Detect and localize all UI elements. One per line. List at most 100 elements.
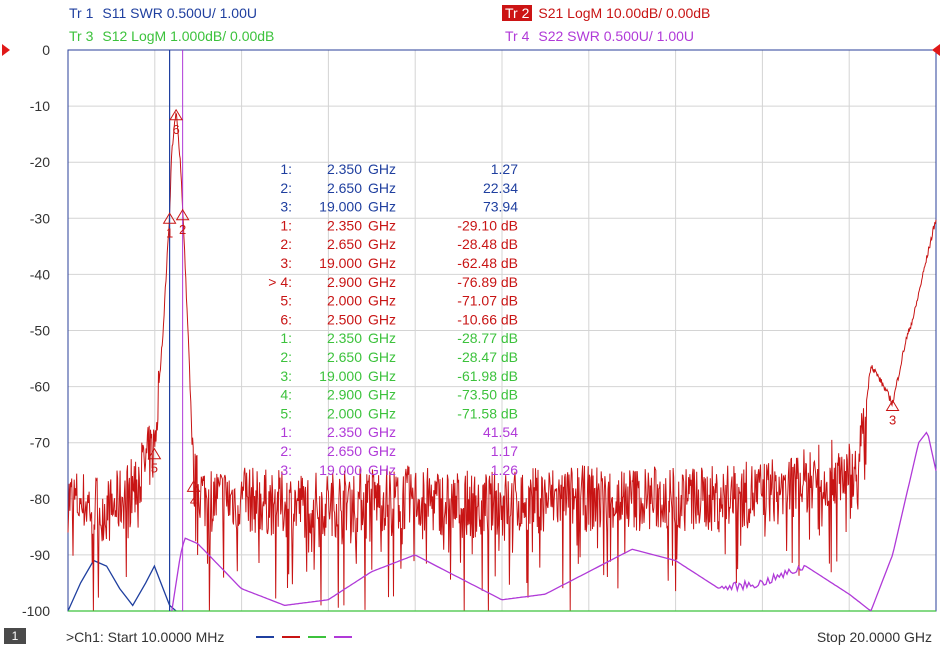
marker-table-index: 1: — [280, 217, 292, 233]
status-bar: 1 >Ch1: Start 10.0000 MHz Stop 20.0000 G… — [0, 624, 942, 650]
marker-table-unit: GHz — [368, 217, 396, 233]
trace-4-label: S22 SWR 0.500U/ 1.00U — [538, 28, 695, 44]
y-tick-label: -80 — [30, 491, 50, 507]
trace-1-header[interactable]: Tr 1 S11 SWR 0.500U/ 1.00U — [66, 5, 257, 21]
marker-5-triangle — [147, 447, 162, 460]
marker-table-frequency: 2.650 — [327, 443, 362, 459]
marker-table-unit: GHz — [368, 180, 396, 196]
marker-5-label: 5 — [151, 461, 158, 476]
marker-table-frequency: 2.900 — [327, 274, 362, 290]
marker-table-unit: GHz — [368, 368, 396, 384]
trace-1-label: S11 SWR 0.500U/ 1.00U — [102, 5, 257, 21]
marker-table-value: 1.27 — [491, 161, 518, 177]
marker-table-index: 6: — [280, 311, 292, 327]
marker-2-triangle — [175, 208, 190, 221]
legend-swatch-s22 — [334, 636, 352, 638]
marker-table-index: 4: — [280, 387, 292, 403]
marker-table-unit: GHz — [368, 443, 396, 459]
trace-2-id: Tr 2 — [502, 5, 533, 21]
marker-table-unit: GHz — [368, 330, 396, 346]
marker-table-frequency: 19.000 — [319, 462, 362, 478]
marker-table-value: -76.89 dB — [457, 274, 518, 290]
legend-swatch-s11 — [256, 636, 274, 638]
marker-3-label: 3 — [889, 413, 896, 428]
y-tick-label: 0 — [42, 42, 50, 58]
marker-table-frequency: 19.000 — [319, 255, 362, 271]
marker-table-frequency: 2.500 — [327, 311, 362, 327]
marker-table-index: 2: — [280, 443, 292, 459]
marker-table-value: -10.66 dB — [457, 311, 518, 327]
marker-table-index: 1: — [280, 424, 292, 440]
stop-frequency[interactable]: Stop 20.0000 GHz — [816, 629, 932, 645]
marker-1-triangle — [162, 212, 177, 224]
marker-table-frequency: 2.350 — [327, 217, 362, 233]
marker-table-index: 3: — [280, 368, 292, 384]
marker-table-frequency: 19.000 — [319, 368, 362, 384]
legend-swatch-s12 — [308, 636, 326, 638]
trace-4-id: Tr 4 — [505, 28, 530, 44]
marker-table-value: 41.54 — [483, 424, 518, 440]
marker-table-frequency: 2.650 — [327, 349, 362, 365]
marker-table-frequency: 2.350 — [327, 330, 362, 346]
trace-s21 — [67, 111, 937, 612]
marker-1-label: 1 — [166, 225, 173, 240]
legend-swatch-s21 — [282, 636, 300, 638]
marker-4-label: 4 — [190, 493, 197, 508]
start-frequency[interactable]: >Ch1: Start 10.0000 MHz — [66, 629, 225, 645]
marker-table-value: -71.07 dB — [457, 293, 518, 309]
marker-table-unit: GHz — [368, 424, 396, 440]
trace-2-header[interactable]: Tr 2 S21 LogM 10.00dB/ 0.00dB — [502, 5, 710, 21]
marker-table-index: 1: — [280, 161, 292, 177]
trace-2-label: S21 LogM 10.00dB/ 0.00dB — [538, 5, 711, 21]
marker-table-frequency: 2.000 — [327, 405, 362, 421]
marker-table-value: -28.47 dB — [457, 349, 518, 365]
marker-table-unit: GHz — [368, 255, 396, 271]
y-tick-label: -90 — [30, 547, 50, 563]
trace-s11 — [67, 559, 177, 612]
marker-table-index: 3: — [280, 462, 292, 478]
marker-table-index: > 4: — [268, 274, 292, 290]
channel-badge[interactable]: 1 — [4, 628, 26, 644]
trace-3-label: S12 LogM 1.000dB/ 0.00dB — [102, 28, 275, 44]
marker-table-index: 2: — [280, 180, 292, 196]
marker-table-index: 3: — [280, 199, 292, 215]
trace-1-id: Tr 1 — [69, 5, 94, 21]
y-tick-label: -10 — [30, 98, 50, 114]
marker-table-unit: GHz — [368, 274, 396, 290]
marker-table-value: -28.77 dB — [457, 330, 518, 346]
y-tick-label: -100 — [22, 603, 50, 619]
marker-table-index: 2: — [280, 236, 292, 252]
marker-table-value: -61.98 dB — [457, 368, 518, 384]
marker-table-value: 1.17 — [491, 443, 518, 459]
ref-arrow-left — [2, 44, 10, 56]
marker-6-triangle — [169, 108, 184, 121]
trace-3-header[interactable]: Tr 3 S12 LogM 1.000dB/ 0.00dB — [66, 28, 274, 44]
y-tick-label: -50 — [30, 323, 50, 339]
marker-table-unit: GHz — [368, 293, 396, 309]
marker-table-unit: GHz — [368, 236, 396, 252]
marker-table-value: 73.94 — [483, 199, 518, 215]
marker-table-frequency: 2.350 — [327, 424, 362, 440]
marker-table-value: -62.48 dB — [457, 255, 518, 271]
marker-table-index: 3: — [280, 255, 292, 271]
marker-table-unit: GHz — [368, 161, 396, 177]
marker-table-value: -71.58 dB — [457, 405, 518, 421]
marker-table-unit: GHz — [368, 462, 396, 478]
marker-table-value: -29.10 dB — [457, 217, 518, 233]
marker-table-frequency: 19.000 — [319, 199, 362, 215]
y-tick-label: -20 — [30, 154, 50, 170]
y-tick-label: -40 — [30, 266, 50, 282]
marker-table-index: 5: — [280, 293, 292, 309]
trace-4-header[interactable]: Tr 4 S22 SWR 0.500U/ 1.00U — [502, 28, 694, 44]
marker-table-frequency: 2.650 — [327, 236, 362, 252]
marker-table-frequency: 2.350 — [327, 161, 362, 177]
marker-table-frequency: 2.650 — [327, 180, 362, 196]
marker-table-unit: GHz — [368, 405, 396, 421]
marker-table-index: 2: — [280, 349, 292, 365]
y-tick-label: -30 — [30, 210, 50, 226]
ref-arrow-right — [932, 44, 940, 56]
trace-s22 — [171, 431, 937, 612]
y-tick-label: -70 — [30, 435, 50, 451]
marker-table-unit: GHz — [368, 311, 396, 327]
